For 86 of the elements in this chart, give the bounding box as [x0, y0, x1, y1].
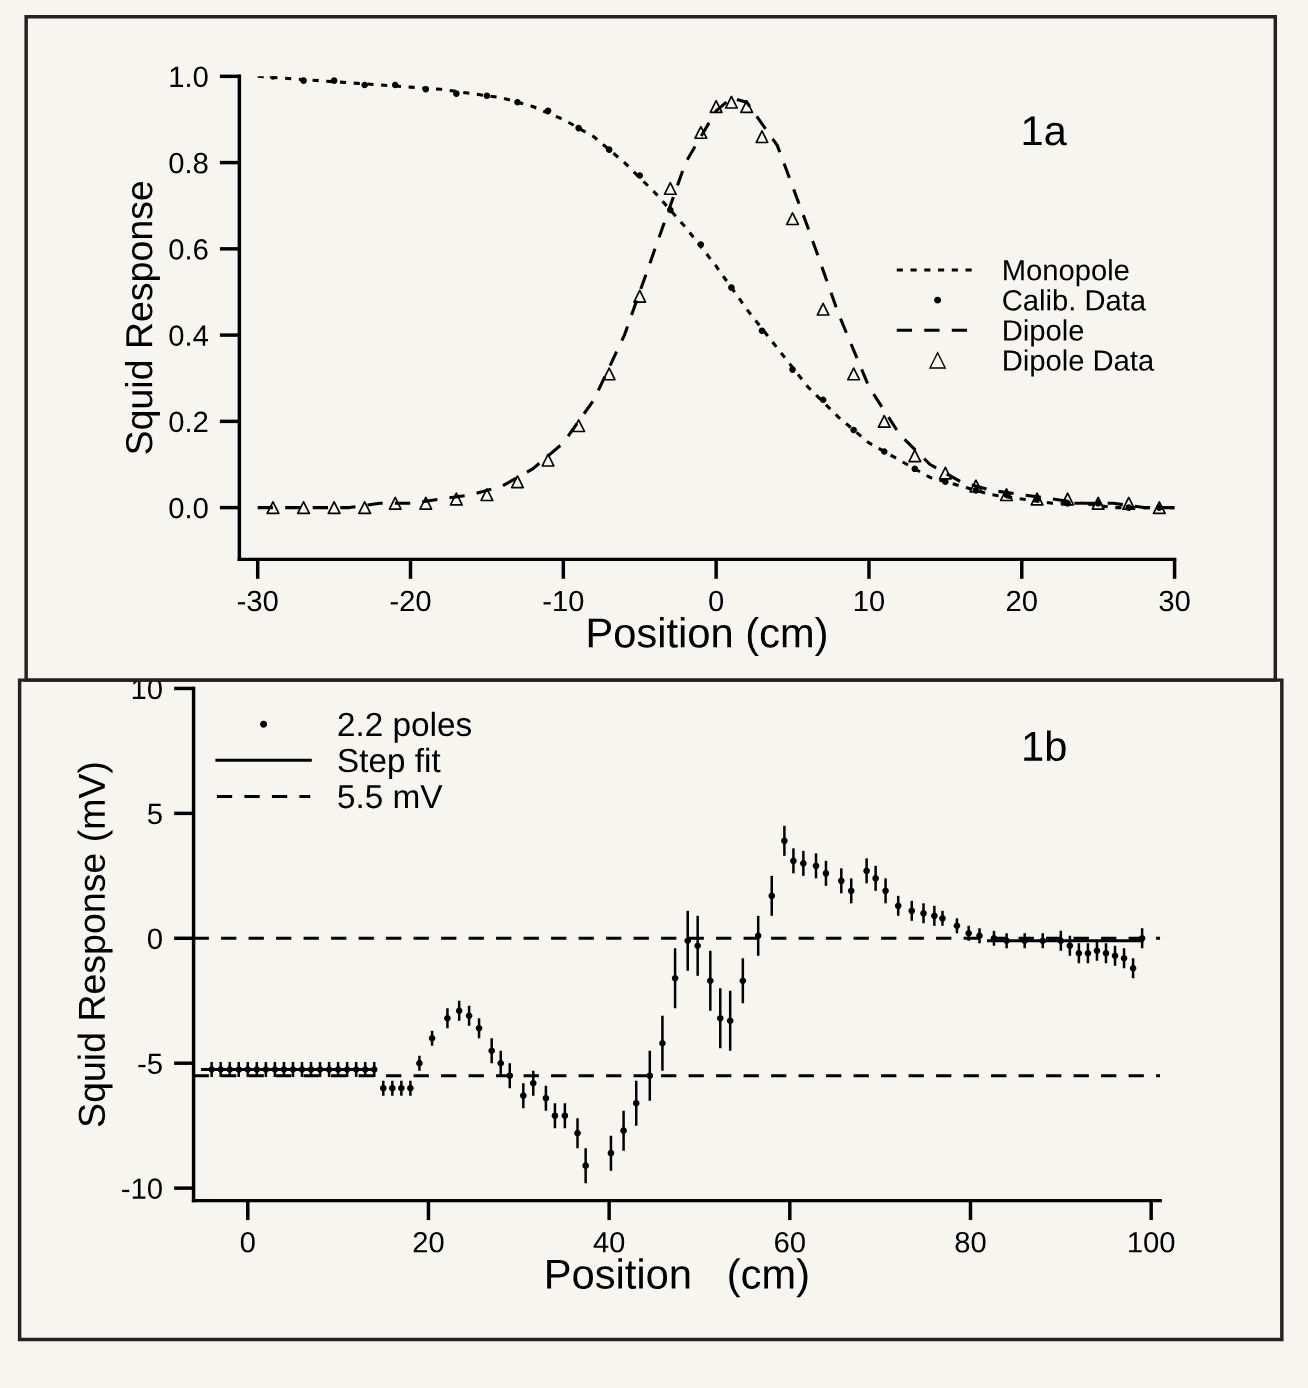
point: [819, 396, 827, 404]
y-tick-label: 5: [147, 803, 162, 825]
point: [419, 496, 433, 510]
point: [480, 488, 494, 502]
y-tick-label: 1.0: [170, 66, 208, 88]
point: [422, 85, 430, 93]
y-tick-label: 0.6: [169, 239, 208, 260]
legend-label: Monopole: [1004, 259, 1129, 287]
x-tick-label: 60: [775, 1231, 805, 1253]
point: [740, 99, 754, 114]
point: [694, 125, 708, 140]
x-tick-label: 100: [1129, 1231, 1175, 1253]
legend-label: Calib. Data: [1003, 289, 1147, 311]
point: [880, 448, 888, 455]
legend-label: Dipole: [1004, 319, 1084, 347]
y-tick-label: -10: [122, 1178, 162, 1199]
point: [361, 81, 368, 89]
x-tick-label: 30: [1159, 590, 1190, 612]
legend-label: 2.2 poles: [338, 711, 471, 743]
point: [728, 284, 735, 291]
point: [877, 414, 891, 429]
legend-label: 5.5 mV: [338, 785, 443, 809]
point: [847, 367, 861, 381]
y-tick-label: 0.8: [169, 152, 208, 174]
x-tick-label: 0: [240, 1231, 255, 1253]
point: [571, 419, 586, 433]
point: [709, 99, 723, 114]
point: [453, 90, 460, 97]
x-tick-label: 0: [709, 590, 724, 612]
point: [636, 172, 644, 179]
annotation: 1b: [1024, 730, 1066, 762]
point: [510, 475, 525, 489]
point: [938, 466, 953, 480]
point: [667, 206, 674, 214]
point: [1091, 496, 1105, 510]
point: [908, 449, 922, 463]
point: [911, 465, 919, 473]
point: [514, 98, 521, 106]
x-tick-label: 80: [955, 1231, 986, 1253]
x-tick-label: 10: [854, 590, 885, 612]
y-tick-label: -5: [138, 1053, 162, 1075]
point: [544, 107, 552, 115]
x-tick-label: 20: [413, 1231, 444, 1253]
point: [697, 241, 705, 248]
point: [575, 124, 582, 132]
point: [388, 496, 402, 510]
x-tick-label: 40: [593, 1231, 625, 1253]
legend-label: Dipole Data: [1004, 349, 1155, 377]
point: [633, 289, 647, 303]
x-tick-label: -30: [237, 590, 278, 612]
y-tick-label: 0.2: [169, 411, 208, 433]
point: [483, 92, 491, 100]
point: [330, 77, 338, 84]
x-axis-title: Position (cm): [588, 617, 826, 656]
point: [266, 500, 280, 515]
point: [785, 212, 800, 226]
point: [1122, 496, 1136, 510]
point: [816, 302, 830, 316]
x-tick-label: 20: [1007, 590, 1037, 612]
point: [1060, 492, 1075, 506]
y-tick-label: 0.4: [169, 325, 208, 346]
point: [758, 327, 766, 335]
x-axis-title: Position (cm): [547, 1258, 808, 1298]
point: [327, 500, 341, 515]
point: [391, 81, 399, 89]
y-tick-label: 0: [147, 928, 162, 950]
x-tick-label: -20: [390, 590, 431, 612]
y-axis-title: Squid Response (mV): [77, 763, 113, 1127]
point: [300, 77, 307, 84]
point: [789, 366, 796, 373]
point: [663, 181, 677, 196]
point: [605, 146, 613, 153]
point: [724, 95, 739, 109]
y-axis-title: Squid Response: [124, 181, 160, 454]
y-tick-label: 0.0: [169, 497, 208, 519]
point: [755, 130, 769, 144]
point: [358, 500, 372, 515]
annotation: 1a: [1023, 116, 1067, 146]
point: [449, 492, 464, 506]
point: [969, 479, 983, 493]
point: [296, 500, 311, 515]
point: [541, 453, 555, 467]
x-tick-label: -10: [543, 590, 584, 612]
legend-label: Step fit: [338, 747, 441, 779]
point: [850, 426, 857, 434]
point: [602, 367, 616, 381]
